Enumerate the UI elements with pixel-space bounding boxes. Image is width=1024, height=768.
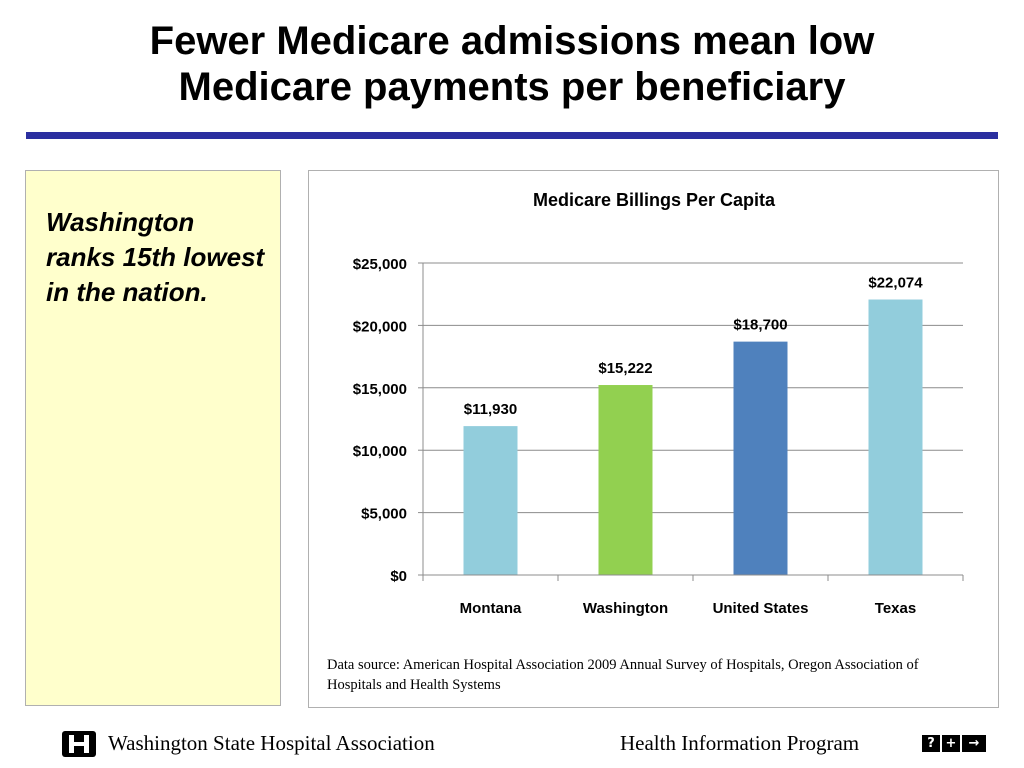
help-icon[interactable]: ? [922,735,940,752]
note-text: Washington ranks 15th lowest in the nati… [46,207,265,307]
y-tick-label: $25,000 [353,256,407,273]
y-tick-label: $20,000 [353,318,407,335]
title-divider [26,132,998,139]
slide-title: Fewer Medicare admissions mean low Medic… [0,18,1024,110]
chart-title: Medicare Billings Per Capita [533,190,776,210]
bar [868,299,923,575]
wsha-logo-icon [62,731,96,757]
bar [733,341,788,575]
data-source-note: Data source: American Hospital Associati… [327,657,919,693]
arrow-right-icon[interactable]: → [962,735,986,752]
slide-title-line2: Medicare payments per beneficiary [178,65,846,109]
data-label: $18,700 [733,317,787,334]
x-tick-label: Texas [875,600,916,617]
y-tick-label: $5,000 [361,506,407,523]
slide-title-line1: Fewer Medicare admissions mean low [149,19,875,63]
bar [463,426,518,575]
x-tick-label: Montana [460,600,522,617]
x-tick-label: United States [713,600,809,617]
y-tick-label: $15,000 [353,381,407,398]
data-label: $22,074 [868,275,923,292]
slide-nav: ? + → [922,735,986,752]
data-label: $15,222 [598,360,652,377]
data-label: $11,930 [464,401,517,418]
y-tick-label: $10,000 [353,443,407,460]
footer-program: Health Information Program [620,731,860,755]
bar-chart: Medicare Billings Per Capita $0 $5,000 $10,… [353,190,964,617]
chart-panel: Medicare Billings Per Capita $0 $5,000 $10,… [308,170,999,708]
plus-icon[interactable]: + [942,735,960,752]
bar [598,385,653,575]
y-tick-label: $0 [390,568,407,585]
footer-organization: Washington State Hospital Association [108,731,435,755]
x-tick-label: Washington [583,600,668,617]
note-panel: Washington ranks 15th lowest in the nati… [25,170,281,706]
